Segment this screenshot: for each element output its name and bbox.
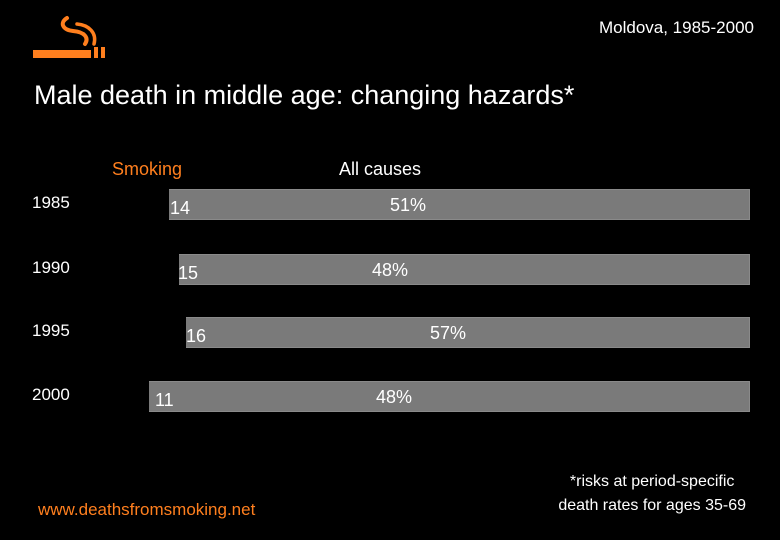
footnote-line-2: death rates for ages 35-69 xyxy=(558,497,746,514)
smoking-bar-1990 xyxy=(116,254,179,285)
all-causes-bar-2000 xyxy=(116,381,750,412)
smoking-value-1985: 14 xyxy=(170,198,191,218)
smoking-bar-2000 xyxy=(116,381,149,412)
smoking-cigarette-icon xyxy=(33,16,105,58)
year-label-2000: 2000 xyxy=(32,385,70,404)
all-causes-bar-1990 xyxy=(116,254,750,285)
footnote-line-1: *risks at period-specific xyxy=(569,473,735,490)
year-label-1995: 1995 xyxy=(32,321,70,340)
year-label-1985: 1985 xyxy=(32,193,70,212)
all-causes-bar-1985 xyxy=(116,189,750,220)
smoking-value-1995: 16 xyxy=(186,326,207,346)
all-causes-value-1995: 57% xyxy=(430,323,467,343)
smoking-column-header: Smoking xyxy=(112,159,183,179)
smoking-bar-1995 xyxy=(116,317,186,348)
smoking-bar-1985 xyxy=(116,189,169,220)
all-causes-value-2000: 48% xyxy=(376,387,413,407)
source-url[interactable]: www.deathsfromsmoking.net xyxy=(38,500,256,519)
smoking-value-1990: 15 xyxy=(178,263,199,283)
region-label: Moldova, 1985-2000 xyxy=(598,18,754,37)
all-causes-value-1985: 51% xyxy=(390,195,427,215)
all-causes-bar-1995 xyxy=(116,317,750,348)
all-causes-column-header: All causes xyxy=(339,159,422,179)
year-label-1990: 1990 xyxy=(32,258,70,277)
footnote: *risks at period-specific death rates fo… xyxy=(558,470,746,518)
smoking-value-2000: 11 xyxy=(155,390,174,410)
chart-title: Male death in middle age: changing hazar… xyxy=(34,80,575,110)
all-causes-value-1990: 48% xyxy=(372,260,409,280)
